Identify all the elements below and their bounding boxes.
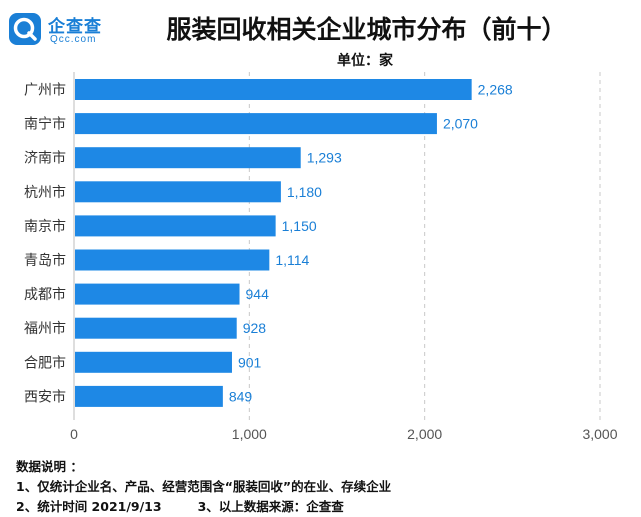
category-label: 杭州市	[24, 184, 66, 201]
category-label: 济南市	[24, 150, 66, 167]
bar	[75, 385, 223, 407]
chart-title: 服装回收相关企业城市分布（前十）	[166, 15, 567, 44]
value-label: 1,180	[287, 184, 322, 200]
value-label: 2,070	[443, 116, 478, 132]
x-tick-label: 2,000	[407, 426, 442, 442]
bar	[75, 317, 237, 339]
category-label: 成都市	[24, 286, 66, 303]
bar	[75, 351, 232, 373]
notes-heading: 数据说明 ：	[16, 459, 83, 474]
data-notes: 数据说明 ： 1、仅统计企业名、产品、经营范围含“服装回收”的在业、存续企业 2…	[16, 457, 391, 517]
brand-subtitle: Qcc.com	[50, 34, 97, 45]
value-label: 2,268	[478, 82, 513, 98]
bar	[75, 79, 472, 100]
value-label: 1,293	[307, 150, 342, 166]
category-label: 青岛市	[24, 252, 66, 269]
notes-line-2: 2、统计时间 2021/9/13 3、以上数据来源：企查查	[16, 497, 391, 517]
category-label: 广州市	[24, 82, 66, 99]
qcc-logo-icon	[9, 13, 41, 45]
value-label: 849	[229, 388, 253, 404]
category-label: 南京市	[24, 218, 66, 235]
bar	[75, 283, 240, 305]
bar	[75, 147, 301, 169]
notes-line-2a: 2、统计时间 2021/9/13	[16, 499, 162, 514]
value-label: 1,114	[275, 252, 309, 268]
category-label: 西安市	[24, 388, 66, 405]
bar	[75, 215, 276, 237]
unit-label: 单位：家	[337, 53, 393, 69]
brand-logo: 企查查 Qcc.com	[8, 10, 108, 50]
value-label: 944	[246, 286, 270, 302]
value-label: 901	[238, 354, 262, 370]
value-label: 928	[243, 320, 267, 336]
bar	[75, 249, 270, 271]
notes-line-2b: 3、以上数据来源：企查查	[197, 499, 344, 514]
x-tick-label: 0	[70, 426, 78, 442]
bar	[75, 113, 437, 135]
category-label: 南宁市	[24, 116, 66, 133]
value-label: 1,150	[282, 218, 317, 234]
brand-name: 企查查	[48, 17, 102, 37]
category-label: 合肥市	[24, 354, 66, 371]
x-tick-label: 1,000	[232, 426, 267, 442]
notes-line-1: 1、仅统计企业名、产品、经营范围含“服装回收”的在业、存续企业	[16, 479, 392, 494]
bar	[75, 181, 281, 203]
x-tick-label: 3,000	[582, 426, 617, 442]
category-label: 福州市	[24, 320, 66, 337]
